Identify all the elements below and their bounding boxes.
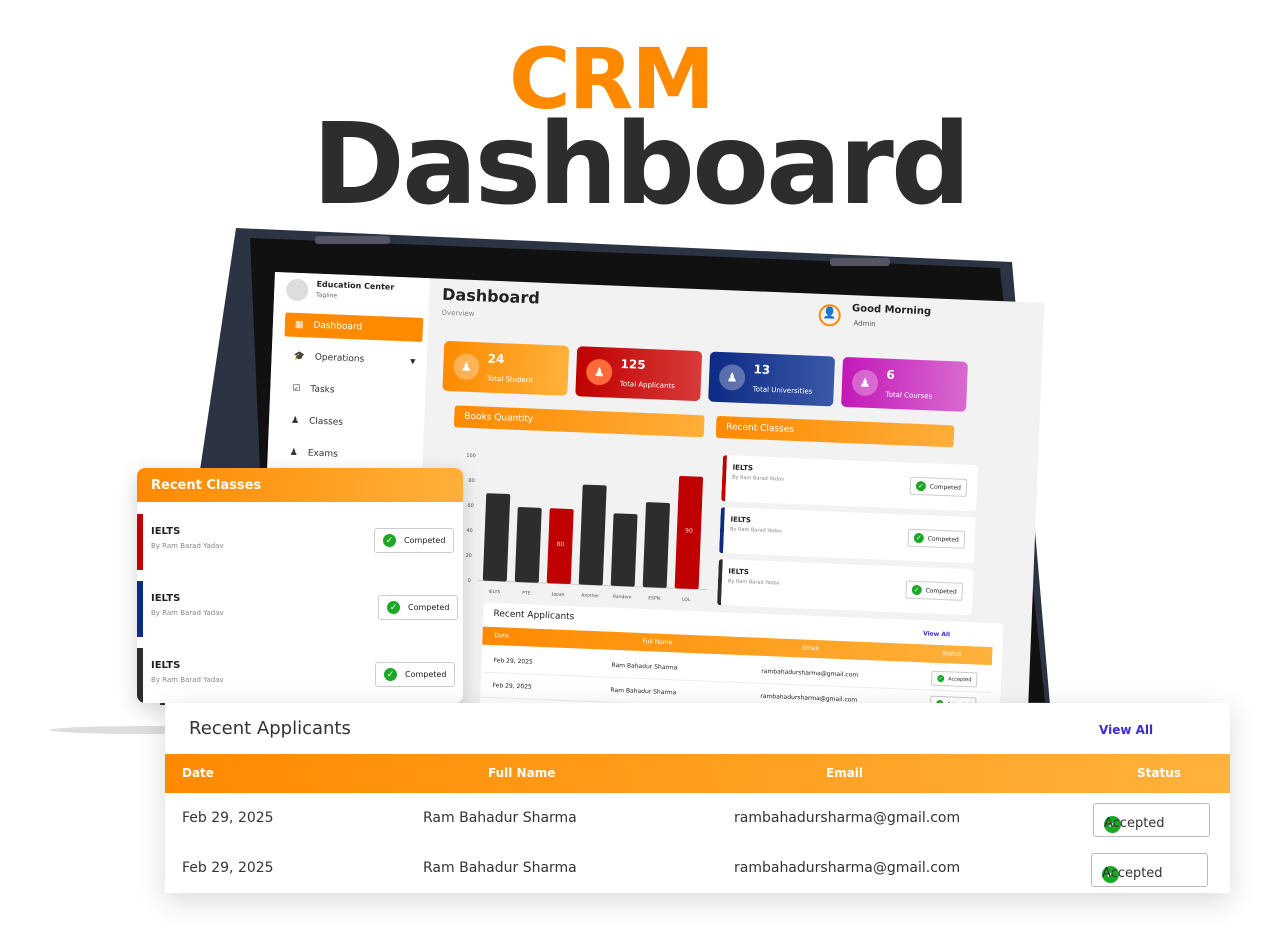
class-item[interactable]: IELTS By Ram Barad Yadav ✓ Competed: [137, 581, 463, 637]
teacher-icon: ♟: [289, 447, 299, 459]
greeting: Good Morning: [851, 303, 932, 318]
bar-espn[interactable]: [642, 502, 670, 588]
check-circle-icon: ✓: [387, 601, 400, 614]
org-logo: [285, 278, 309, 302]
y-tick-label: 20: [465, 553, 472, 559]
y-tick-label: 40: [466, 528, 473, 534]
hero-title-dashboard: Dashboard: [311, 100, 971, 230]
recent-applicants-title: Recent Applicants: [189, 718, 351, 739]
check-circle-icon: ✓: [911, 584, 922, 596]
col-date: Date: [182, 766, 214, 780]
data-label: 90: [685, 527, 693, 534]
check-circle-icon: ✓: [383, 534, 396, 547]
chevron-down-icon: ▼: [409, 357, 416, 366]
page-title: Dashboard: [441, 284, 541, 308]
calendar-check-icon: ☑: [292, 383, 301, 395]
class-item[interactable]: IELTS By Ram Barad Yadav ✓ Competed: [719, 507, 976, 564]
x-tick-label: LOL: [682, 597, 691, 603]
check-circle-icon: ✓: [913, 532, 924, 544]
books-quantity-chart: 0 20 40 60 80 100 IELTS PTE Japan 80 Another Random…: [465, 453, 707, 603]
sidebar-item-dashboard[interactable]: ▦ Dashboard: [284, 312, 424, 342]
bar-pte[interactable]: [514, 507, 542, 583]
class-item[interactable]: IELTS By Ram Barad Yadav ✓ Competed: [721, 455, 978, 512]
student-icon: ♟: [452, 353, 480, 381]
data-label: 80: [556, 541, 564, 548]
y-tick-label: 0: [467, 578, 470, 584]
class-item[interactable]: IELTS By Ram Barad Yadav ✓ Competed: [137, 648, 463, 703]
teacher-icon: ♟: [290, 415, 300, 427]
x-tick-label: PTE: [522, 590, 531, 596]
laptop-screen: Education Center Tagline ▦ Dashboard 🎓 Ope…: [257, 272, 1045, 733]
x-tick-label: Japan: [551, 591, 565, 598]
recent-applicants-table: Recent Applicants View All Date Full Nam…: [165, 703, 1230, 893]
recent-applicants-title: Recent Applicants: [493, 609, 575, 623]
sidebar-item-classes[interactable]: ♟ Classes: [290, 415, 344, 428]
status-badge: ✓ Competed: [905, 580, 964, 601]
sidebar-item-exams[interactable]: ♟ Exams: [289, 447, 338, 460]
user-role: Admin: [853, 319, 876, 329]
student-icon: ♟: [851, 369, 879, 397]
table-row[interactable]: Feb 29, 2025 Ram Bahadur Sharma rambahadur…: [165, 803, 1230, 853]
bar-random[interactable]: [610, 513, 638, 587]
status-badge: ✓ Competed: [378, 595, 459, 620]
status-badge: ✓ Competed: [907, 528, 966, 549]
status-badge: ✓Accepted: [1093, 803, 1210, 837]
col-email: Email: [826, 766, 864, 780]
status-badge: ✓ Competed: [374, 528, 455, 553]
user-icon[interactable]: 👤: [818, 303, 842, 327]
recent-classes-card: Recent Classes IELTS By Ram Barad Yadav ✓ C…: [137, 468, 463, 703]
check-circle-icon: ✓: [384, 668, 397, 681]
status-badge: ✓ Competed: [909, 476, 968, 497]
col-full-name: Full Name: [488, 766, 556, 780]
table-row[interactable]: Feb 29, 2025 Ram Bahadur Sharma rambahadur…: [165, 853, 1230, 903]
y-tick-label: 100: [466, 453, 476, 459]
sidebar-item-operations[interactable]: 🎓 Operations ▼: [293, 351, 416, 366]
check-circle-icon: ✓: [1104, 816, 1121, 833]
stat-card-courses[interactable]: ♟ 6 Total Courses: [841, 356, 968, 412]
bar-ielts[interactable]: [482, 493, 511, 582]
check-circle-icon: ✓: [1102, 866, 1119, 883]
grid-icon: ▦: [294, 319, 304, 331]
page-subtitle: Overview: [441, 308, 475, 319]
class-item[interactable]: IELTS By Ram Barad Yadav ✓ Competed: [137, 514, 463, 570]
hero-title-crm: CRM: [509, 30, 715, 128]
table-header: Date Full Name Email Status: [165, 754, 1230, 793]
status-badge: ✓Accepted: [930, 670, 978, 688]
student-icon: ♟: [585, 358, 613, 386]
books-quantity-header: Books Quantity: [453, 405, 705, 438]
x-tick-label: Another: [581, 593, 599, 600]
class-item[interactable]: IELTS By Ram Barad Yadav ✓ Competed: [716, 559, 974, 616]
y-tick-label: 80: [468, 478, 475, 484]
student-icon: ♟: [718, 363, 746, 391]
sidebar-item-tasks[interactable]: ☑ Tasks: [292, 383, 335, 396]
org-name: Education Center: [316, 279, 395, 292]
check-circle-icon: ✓: [915, 480, 927, 492]
bar-another[interactable]: [578, 484, 607, 586]
col-status: Status: [1137, 766, 1181, 780]
stat-card-applicants[interactable]: ♟ 125 Total Applicants: [575, 346, 703, 402]
bar-lol[interactable]: [674, 475, 704, 590]
view-all-link[interactable]: View All: [922, 630, 951, 639]
recent-classes-title: Recent Classes: [137, 468, 463, 502]
x-tick-label: IELTS: [488, 589, 500, 595]
view-all-link[interactable]: View All: [1099, 723, 1154, 737]
stat-card-students[interactable]: ♟ 24 Total Student: [442, 340, 570, 396]
status-badge: ✓Accepted: [1091, 853, 1208, 887]
x-tick-label: ESPN: [648, 595, 660, 601]
x-tick-label: Random: [613, 594, 632, 601]
graduation-cap-icon: 🎓: [293, 351, 306, 363]
check-circle-icon: ✓: [937, 674, 945, 683]
status-badge: ✓ Competed: [375, 662, 456, 687]
bar-japan[interactable]: [546, 508, 574, 585]
recent-classes-header: Recent Classes: [715, 415, 955, 448]
y-tick-label: 60: [467, 503, 474, 509]
org-tagline: Tagline: [315, 291, 338, 300]
stat-card-universities[interactable]: ♟ 13 Total Universities: [708, 351, 836, 407]
